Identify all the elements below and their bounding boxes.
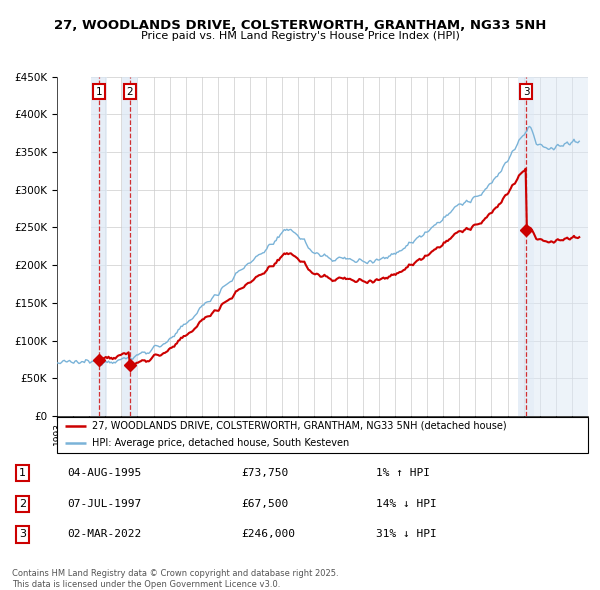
Text: 04-AUG-1995: 04-AUG-1995 bbox=[68, 468, 142, 478]
Bar bbox=[518, 77, 535, 416]
Text: 1: 1 bbox=[95, 87, 102, 97]
Text: 1: 1 bbox=[19, 468, 26, 478]
Text: 2: 2 bbox=[19, 499, 26, 509]
Text: 02-MAR-2022: 02-MAR-2022 bbox=[68, 529, 142, 539]
Text: 27, WOODLANDS DRIVE, COLSTERWORTH, GRANTHAM, NG33 5NH: 27, WOODLANDS DRIVE, COLSTERWORTH, GRANT… bbox=[54, 19, 546, 32]
Text: 31% ↓ HPI: 31% ↓ HPI bbox=[376, 529, 437, 539]
Bar bbox=[91, 77, 107, 416]
Bar bbox=[535, 77, 588, 416]
Text: 1% ↑ HPI: 1% ↑ HPI bbox=[376, 468, 430, 478]
Text: 07-JUL-1997: 07-JUL-1997 bbox=[68, 499, 142, 509]
Text: £67,500: £67,500 bbox=[241, 499, 289, 509]
Text: £246,000: £246,000 bbox=[241, 529, 295, 539]
Bar bbox=[57, 77, 91, 416]
Text: Contains HM Land Registry data © Crown copyright and database right 2025.
This d: Contains HM Land Registry data © Crown c… bbox=[12, 569, 338, 589]
Bar bbox=[122, 77, 137, 416]
Text: 3: 3 bbox=[19, 529, 26, 539]
Text: 27, WOODLANDS DRIVE, COLSTERWORTH, GRANTHAM, NG33 5NH (detached house): 27, WOODLANDS DRIVE, COLSTERWORTH, GRANT… bbox=[92, 421, 506, 431]
Text: 3: 3 bbox=[523, 87, 530, 97]
Text: 14% ↓ HPI: 14% ↓ HPI bbox=[376, 499, 437, 509]
Text: 2: 2 bbox=[126, 87, 133, 97]
Bar bbox=[57, 77, 91, 416]
Text: Price paid vs. HM Land Registry's House Price Index (HPI): Price paid vs. HM Land Registry's House … bbox=[140, 31, 460, 41]
FancyBboxPatch shape bbox=[57, 417, 588, 453]
Text: HPI: Average price, detached house, South Kesteven: HPI: Average price, detached house, Sout… bbox=[92, 438, 349, 448]
Text: £73,750: £73,750 bbox=[241, 468, 289, 478]
